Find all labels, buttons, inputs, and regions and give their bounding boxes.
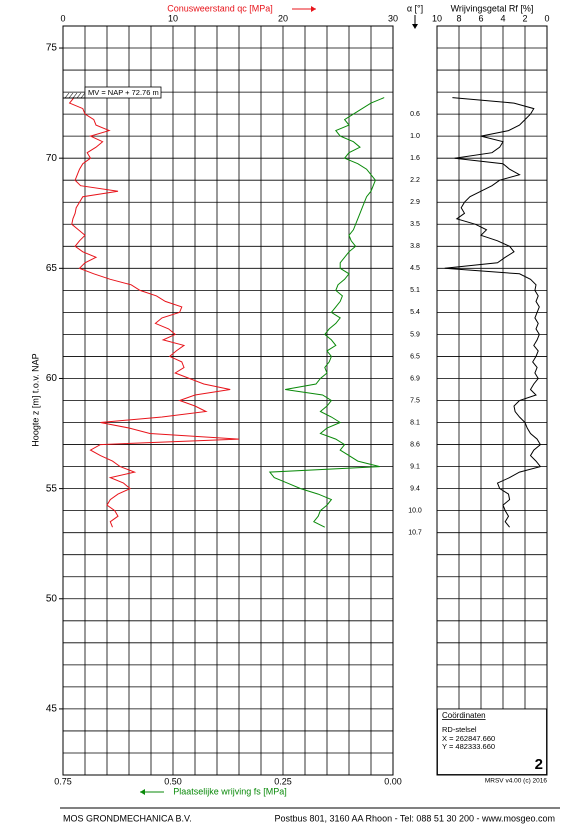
x-tick-label: 10 — [432, 13, 442, 23]
fs-title: Plaatselijke wrijving fs [MPa] — [173, 786, 287, 796]
arrow-head — [412, 24, 418, 29]
hatch — [76, 92, 82, 99]
y-tick-label: 55 — [46, 483, 58, 494]
inclination-value: 5.4 — [410, 309, 420, 316]
inclination-value: 0.6 — [410, 111, 420, 118]
inclination-value: 2.2 — [410, 177, 420, 184]
y-tick-label: 70 — [46, 153, 58, 164]
x-tick-label: 0 — [60, 13, 65, 23]
x2-tick-label: 0.25 — [274, 776, 292, 786]
inclination-value: 1.6 — [410, 155, 420, 162]
inclination-value: 4.5 — [410, 265, 420, 272]
arrow-head — [140, 789, 145, 795]
y-tick-label: 45 — [46, 704, 58, 715]
inclination-value: 6.9 — [410, 375, 420, 382]
coordinates-x: X = 262847.660 — [442, 734, 495, 743]
x2-tick-label: 0.00 — [384, 776, 402, 786]
inclination-value: 10.7 — [408, 530, 422, 537]
annotation-box — [84, 86, 162, 99]
x-tick-label: 8 — [456, 13, 461, 23]
coordinates-box — [437, 708, 547, 775]
footer-company: MOS GRONDMECHANICA B.V. — [63, 813, 192, 823]
y-tick-label: 60 — [46, 373, 58, 384]
qc-title: Conusweerstand qc [MPa] — [167, 3, 273, 13]
software: MRSV v4.00 (c) 2016 — [485, 778, 548, 785]
x-tick-label: 20 — [278, 13, 288, 23]
inclination-value: 10.0 — [408, 507, 422, 514]
arrow-head — [311, 6, 316, 12]
x-tick-label: 2 — [522, 13, 527, 23]
ground-level: MV = NAP + 72.76 m — [63, 86, 162, 99]
x-tick-label: 6 — [478, 13, 483, 23]
annotation: MV = NAP + 72.76 m — [88, 88, 159, 97]
data-line — [68, 97, 240, 528]
hatch — [80, 92, 86, 99]
hatch — [68, 92, 74, 99]
plot-frame — [436, 25, 548, 776]
page-number: 2 — [535, 756, 543, 773]
coordinates-title: Coördinaten — [442, 711, 486, 720]
inclination-value: 9.1 — [410, 463, 420, 470]
inclination-value: 5.1 — [410, 287, 420, 294]
data-line — [444, 97, 542, 528]
y-axis-label: Hoogte z [m] t.o.v. NAP — [30, 353, 40, 446]
inclination-value: 3.5 — [410, 221, 420, 228]
hatch — [64, 92, 70, 99]
inclination-value: 6.5 — [410, 353, 420, 360]
y-tick-label: 65 — [46, 263, 58, 274]
coordinates-y: Y = 482333.660 — [442, 742, 495, 751]
x-tick-label: 10 — [168, 13, 178, 23]
x2-tick-label: 0.75 — [54, 776, 72, 786]
hatch — [72, 92, 78, 99]
coordinates-system: RD-stelsel — [442, 725, 477, 734]
y-tick-label: 50 — [46, 593, 58, 604]
inclination-value: 7.5 — [410, 397, 420, 404]
footer-contact: Postbus 801, 3160 AA Rhoon - Tel: 088 51… — [274, 813, 555, 823]
x2-tick-label: 0.50 — [164, 776, 182, 786]
inclination-value: 5.9 — [410, 331, 420, 338]
inclination-value: 3.8 — [410, 243, 420, 250]
plot-frame — [62, 25, 394, 776]
inclination-value: 8.1 — [410, 419, 420, 426]
inclination-value: 1.0 — [410, 133, 420, 140]
inclination-value: 9.4 — [410, 485, 420, 492]
inclination-title: α [°] — [407, 3, 423, 13]
x-tick-label: 4 — [500, 13, 505, 23]
x-tick-label: 30 — [388, 13, 398, 23]
inclination-value: 8.6 — [410, 441, 420, 448]
y-tick-label: 75 — [46, 43, 58, 54]
x-tick-label: 0 — [544, 13, 549, 23]
rf-title: Wrijvingsgetal Rf [%] — [451, 3, 534, 13]
data-line — [268, 97, 385, 528]
inclination-value: 2.9 — [410, 199, 420, 206]
